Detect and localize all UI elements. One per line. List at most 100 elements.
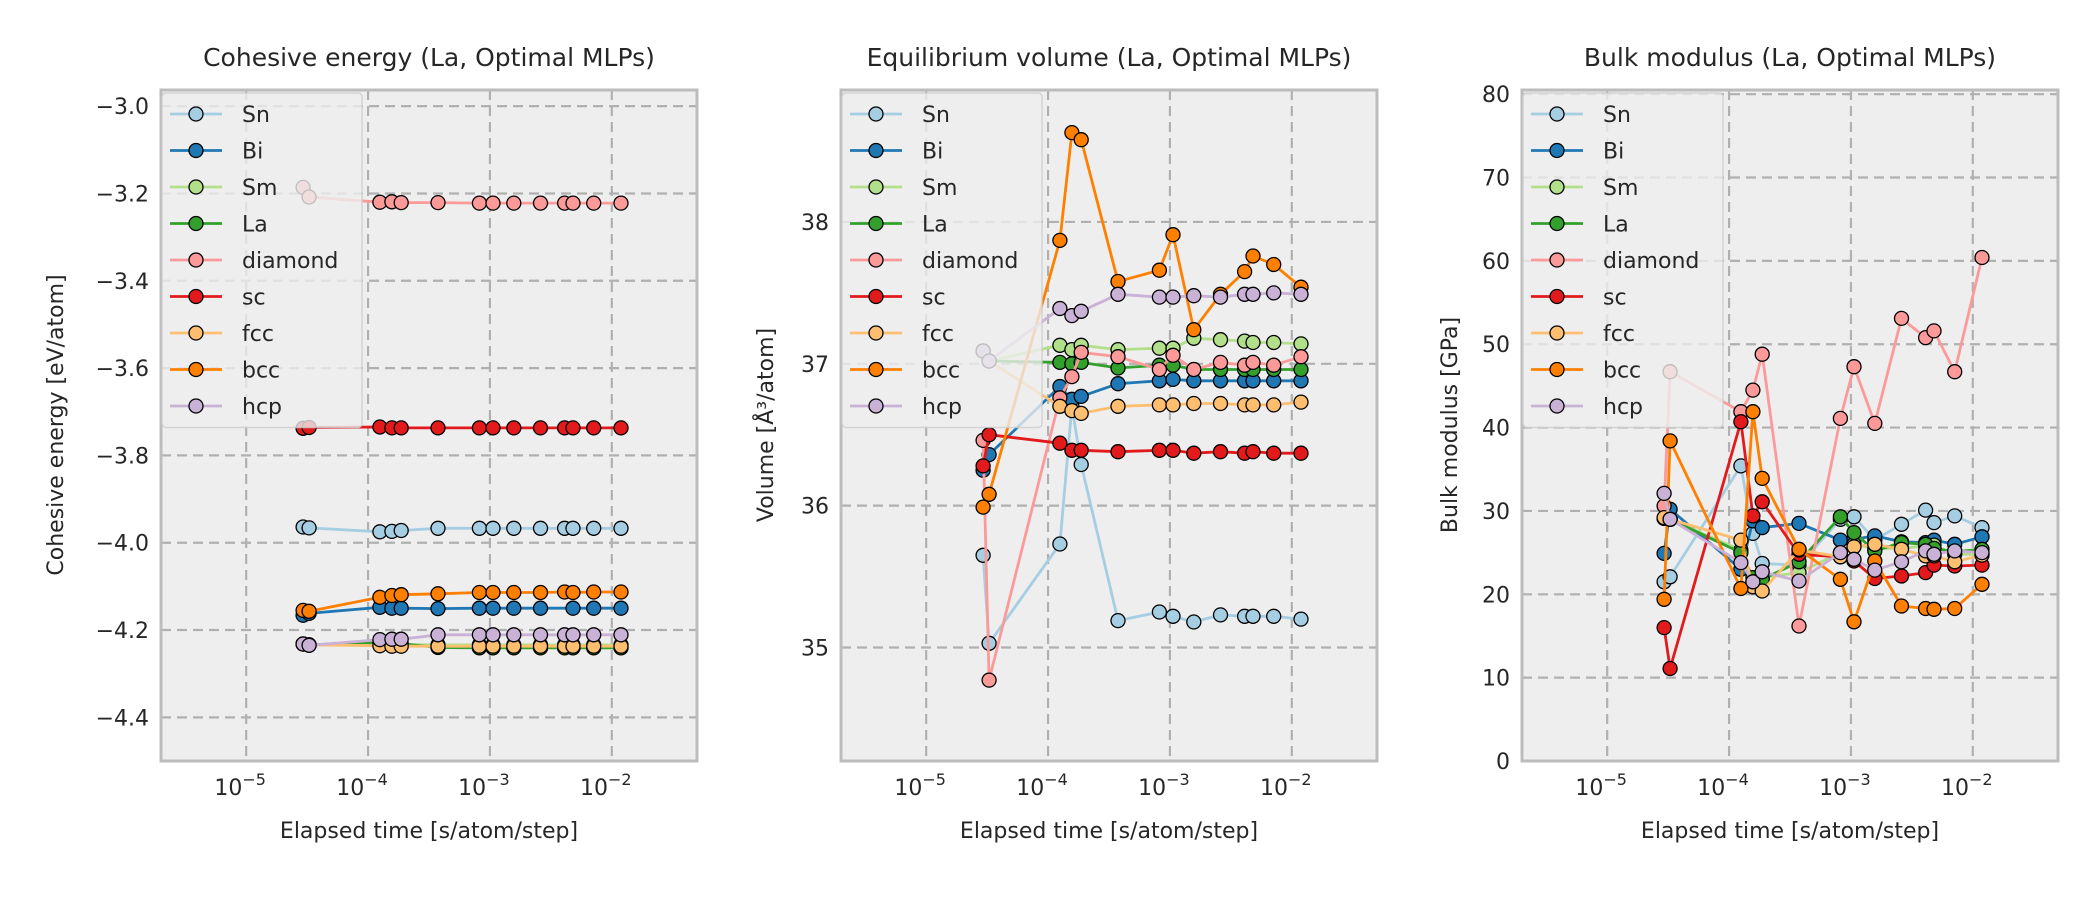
data-point — [471, 520, 488, 536]
data-point — [613, 584, 629, 600]
data-point — [975, 458, 991, 474]
data-point — [485, 195, 501, 211]
data-point — [1110, 612, 1126, 629]
data-series — [295, 179, 629, 656]
data-point — [1073, 442, 1089, 458]
data-point — [1293, 394, 1309, 410]
data-point — [1974, 576, 1990, 592]
legend-item-bcc: bcc — [850, 359, 960, 384]
data-point — [301, 603, 317, 619]
data-point — [1832, 571, 1849, 587]
data-point — [1867, 536, 1883, 552]
data-point — [1733, 580, 1749, 597]
data-point — [1245, 334, 1261, 351]
legend-marker — [188, 361, 204, 378]
data-point — [1791, 515, 1807, 532]
legend: Sn Bi Sm La diamond sc fcc bcc hcp — [841, 92, 1043, 429]
equilibrium-volume-panel: Equilibrium volume (La, Optimal MLPs) El… — [752, 43, 1379, 844]
data-point — [1212, 289, 1229, 305]
legend-marker — [868, 179, 884, 195]
x-tick-label: 10−5 — [894, 770, 946, 801]
data-point — [1893, 310, 1910, 327]
series-hcp — [295, 627, 629, 653]
legend-item-sn: Sn — [1531, 103, 1631, 128]
data-point — [1212, 607, 1229, 623]
data-point — [1073, 388, 1089, 405]
data-point — [1656, 619, 1672, 636]
data-point — [981, 486, 997, 502]
data-point — [1052, 300, 1068, 317]
y-tick-label: −4.4 — [96, 706, 149, 731]
data-point — [1791, 618, 1807, 634]
y-tick-label: 80 — [1482, 83, 1510, 108]
legend-marker — [188, 215, 204, 232]
data-point — [1947, 508, 1963, 524]
series-sn — [295, 519, 629, 540]
legend-label: bcc — [922, 359, 960, 384]
panel-title: Cohesive energy (La, Optimal MLPs) — [203, 43, 655, 72]
data-point — [1110, 376, 1126, 392]
data-point — [1926, 546, 1942, 562]
data-point — [1151, 340, 1168, 356]
data-point — [565, 584, 581, 601]
data-point — [586, 520, 602, 536]
legend-marker — [188, 325, 204, 341]
panel-title: Bulk modulus (La, Optimal MLPs) — [1584, 43, 1996, 72]
legend-label: Sm — [242, 176, 277, 201]
legend-item-sc: sc — [170, 286, 266, 311]
legend-label: fcc — [922, 322, 954, 347]
y-tick-label: 37 — [801, 353, 829, 378]
data-point — [1245, 444, 1261, 460]
legend-label: La — [1603, 213, 1629, 238]
data-point — [1733, 554, 1749, 571]
data-point — [430, 586, 446, 602]
legend-marker — [1549, 325, 1565, 341]
legend-item-la: La — [850, 213, 948, 238]
y-tick-label: 40 — [1482, 417, 1510, 442]
legend-label: La — [242, 213, 268, 238]
legend-label: sc — [1603, 286, 1627, 311]
data-point — [565, 420, 581, 436]
x-axis-label: Elapsed time [s/atom/step] — [960, 819, 1258, 844]
data-point — [613, 520, 629, 536]
data-point — [506, 584, 522, 601]
y-tick-label: −4.2 — [96, 619, 149, 644]
data-point — [1245, 286, 1261, 302]
data-point — [1745, 574, 1761, 590]
data-point — [1052, 435, 1068, 451]
data-point — [1266, 608, 1282, 624]
legend-item-la: La — [1531, 213, 1629, 238]
series-bcc — [295, 584, 629, 619]
legend-marker — [868, 106, 884, 122]
data-point — [1662, 569, 1678, 585]
legend-box — [161, 92, 363, 429]
data-point — [1846, 359, 1862, 375]
data-point — [586, 420, 602, 436]
data-point — [1893, 598, 1910, 614]
data-point — [1656, 485, 1672, 502]
data-point — [1917, 502, 1934, 518]
x-tick-label: 10−2 — [1260, 770, 1312, 801]
data-point — [613, 420, 629, 436]
data-point — [1867, 562, 1883, 578]
data-point — [1266, 334, 1282, 351]
legend-label: Sn — [922, 103, 950, 128]
data-point — [1293, 349, 1309, 365]
data-point — [1073, 405, 1089, 422]
legend-marker — [1549, 398, 1565, 414]
legend: Sn Bi Sm La diamond sc fcc bcc hcp — [1522, 92, 1724, 429]
data-point — [586, 195, 602, 211]
legend-marker — [1549, 215, 1565, 232]
legend-box — [841, 92, 1043, 429]
data-point — [1754, 583, 1770, 599]
legend-item-la: La — [170, 213, 268, 238]
data-point — [1245, 608, 1261, 624]
data-point — [1151, 262, 1168, 278]
legend-label: sc — [922, 286, 946, 311]
data-point — [1266, 445, 1282, 461]
data-point — [430, 600, 446, 617]
legend-label: bcc — [1603, 359, 1641, 384]
legend-item-diamond: diamond — [170, 249, 338, 274]
data-point — [1754, 564, 1770, 580]
